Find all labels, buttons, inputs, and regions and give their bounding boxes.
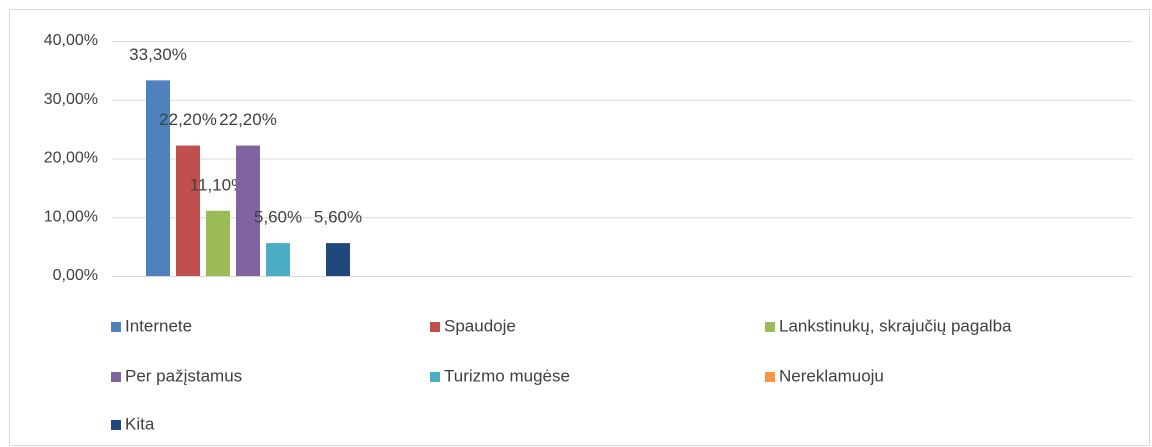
bar <box>176 145 200 276</box>
data-label: 5,60% <box>254 208 302 227</box>
bar <box>146 80 170 276</box>
y-tick-label: 40,00% <box>44 32 98 49</box>
bar <box>206 210 230 276</box>
data-label: 22,20% <box>219 110 277 129</box>
bar <box>236 145 260 276</box>
legend-swatch <box>111 372 121 382</box>
y-tick-label: 30,00% <box>44 91 98 108</box>
y-tick-label: 0,00% <box>53 267 98 284</box>
y-tick-label: 20,00% <box>44 150 98 167</box>
legend-label: Spaudoje <box>444 316 516 335</box>
legend-label: Per pažįstamus <box>125 366 242 385</box>
legend-swatch <box>765 372 775 382</box>
bar <box>266 243 290 276</box>
legend-label: Turizmo mugėse <box>444 366 570 385</box>
legend-swatch <box>430 322 440 332</box>
data-label: 5,60% <box>314 208 362 227</box>
legend-swatch <box>430 372 440 382</box>
legend-label: Kita <box>125 414 155 433</box>
legend-label: Lankstinukų, skrajučių pagalba <box>779 316 1012 335</box>
data-label: 11,10% <box>190 175 246 194</box>
data-label: 33,30% <box>129 45 187 64</box>
legend-swatch <box>765 322 775 332</box>
legend-swatch <box>111 420 121 430</box>
legend-label: Nereklamuoju <box>779 366 884 385</box>
data-label: 22,20% <box>159 110 217 129</box>
legend-swatch <box>111 322 121 332</box>
y-tick-label: 10,00% <box>44 208 98 225</box>
legend-label: Internete <box>125 316 192 335</box>
bar <box>326 243 350 276</box>
